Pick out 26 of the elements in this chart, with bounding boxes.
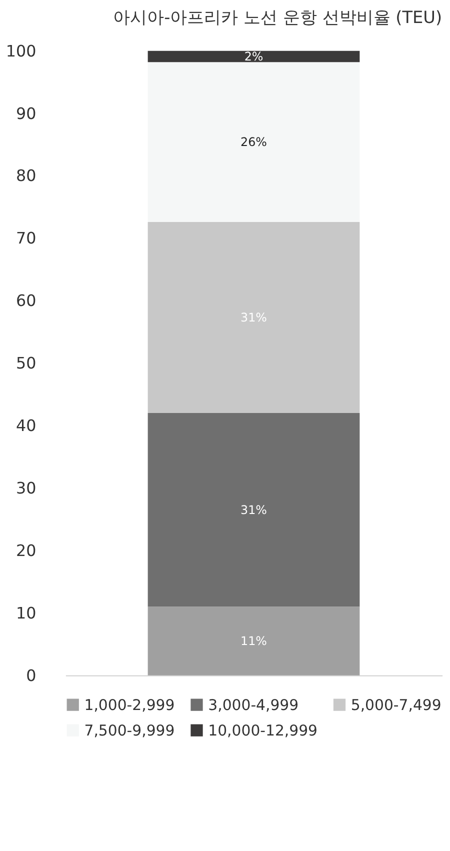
legend-label: 3,000-4,999 xyxy=(208,696,299,714)
data-label: 26% xyxy=(240,135,267,149)
data-label: 31% xyxy=(240,502,267,517)
chart-title: 아시아-아프리카 노선 운항 선박비율 (TEU) xyxy=(113,7,442,28)
y-tick-label: 90 xyxy=(16,104,36,123)
bar xyxy=(148,222,360,414)
y-tick-label: 100 xyxy=(6,41,36,60)
legend-label: 10,000-12,999 xyxy=(208,721,318,740)
legend-label: 1,000-2,999 xyxy=(84,696,175,714)
bar xyxy=(148,62,360,222)
data-label: 2% xyxy=(244,49,264,64)
y-tick-label: 40 xyxy=(16,416,36,435)
y-tick-label: 20 xyxy=(16,540,36,560)
bar xyxy=(148,606,360,676)
bar xyxy=(148,50,360,62)
y-tick-label: 50 xyxy=(16,354,36,373)
legend-label: 5,000-7,499 xyxy=(350,696,442,714)
y-tick-label: 60 xyxy=(16,291,36,310)
y-tick-label: 80 xyxy=(16,166,36,186)
bar xyxy=(148,413,360,607)
legend-label: 7,500-9,999 xyxy=(84,721,175,740)
data-label: 11% xyxy=(240,634,267,648)
y-tick-label: 70 xyxy=(16,228,36,248)
y-tick-label: 30 xyxy=(16,478,36,498)
y-tick-label: 10 xyxy=(16,603,36,622)
y-tick-label: 0 xyxy=(26,666,36,685)
